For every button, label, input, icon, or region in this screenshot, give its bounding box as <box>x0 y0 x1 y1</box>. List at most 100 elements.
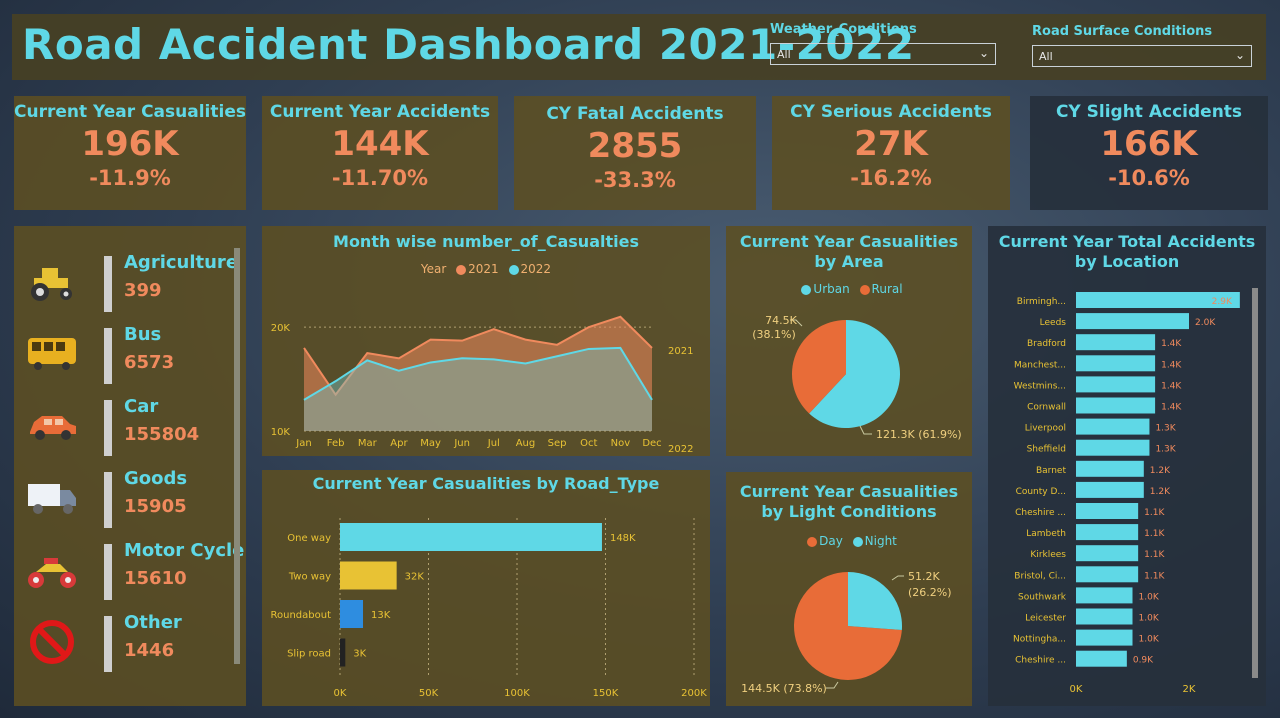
data-label: 1.1K <box>1144 529 1165 539</box>
data-label: 32K <box>405 572 425 583</box>
weather-slicer-label: Weather_Conditions <box>770 22 917 37</box>
bar-location <box>1076 566 1139 583</box>
bar-two-way <box>340 561 397 590</box>
location-bar-plot: 0K 2K Birmingh... 2.9K Leeds 2.0K Bradford 1.4K… <box>1013 292 1240 695</box>
weather-dropdown[interactable]: All ⌄ <box>770 43 996 65</box>
category-label: Two way <box>288 572 331 583</box>
pie-slice-day <box>794 572 902 680</box>
data-label: 148K <box>610 533 636 544</box>
vehicle-name: Other <box>124 612 182 633</box>
vehicle-type-panel: Agriculture 399 Bus 6573 Car 155804 Good… <box>14 226 246 706</box>
surface-dropdown-value: All <box>1039 50 1053 63</box>
bar-roundabout <box>340 600 364 628</box>
area-pie-chart: Current Year Casualities by Area Urban R… <box>726 226 972 456</box>
kpi-change: -11.9% <box>89 166 171 190</box>
legend-swatch <box>807 536 818 547</box>
vehicle-value: 155804 <box>124 424 200 445</box>
data-label: 3K <box>353 649 366 660</box>
data-label: 1.3K <box>1155 445 1176 455</box>
weather-dropdown-value: All <box>777 48 791 61</box>
category-label: Kirklees <box>1030 550 1066 560</box>
bar-location <box>1076 650 1127 667</box>
category-label: Southwark <box>1018 592 1067 602</box>
chart-title: Month wise number_of_Casualties <box>333 232 639 251</box>
header-bar: Road Accident Dashboard 2021-2022 Weathe… <box>12 14 1266 80</box>
data-label: 1.0K <box>1139 614 1160 624</box>
kpi-change: -10.6% <box>1108 166 1190 190</box>
vehicle-row-other: Other 1446 <box>14 608 246 678</box>
vehicle-row-bus: Bus 6573 <box>14 320 246 390</box>
road-type-chart: Current Year Casualities by Road_Type 0K… <box>262 470 710 706</box>
surface-slicer[interactable]: Road Surface Conditions All ⌄ <box>1032 24 1252 67</box>
vehicle-scrollbar[interactable] <box>234 248 240 664</box>
bar-location <box>1076 355 1156 372</box>
monthly-casualties-chart: Month wise number_of_Casualties Year 202… <box>262 226 710 456</box>
weather-slicer[interactable]: Weather_Conditions All ⌄ <box>770 22 996 65</box>
bar-location <box>1076 545 1139 562</box>
data-label: (26.2%) <box>908 586 952 599</box>
motorcycle-icon <box>28 558 76 588</box>
vehicle-name: Motor Cycle <box>124 540 245 561</box>
vehicle-divider <box>104 616 112 672</box>
x-tick-label: Feb <box>327 438 345 449</box>
bar-location <box>1076 629 1133 646</box>
surface-dropdown[interactable]: All ⌄ <box>1032 45 1252 67</box>
category-label: Leeds <box>1040 318 1067 328</box>
x-tick-label: 150K <box>593 688 619 699</box>
kpi-change: -33.3% <box>594 168 676 192</box>
vehicle-name: Bus <box>124 324 162 345</box>
tractor-icon <box>31 268 72 301</box>
category-label: Westmins... <box>1014 381 1066 391</box>
category-label: Cheshire ... <box>1015 656 1066 666</box>
category-label: Leicester <box>1025 614 1066 624</box>
vehicle-divider <box>104 472 112 528</box>
legend-item: 2021 <box>468 262 499 276</box>
bar-location <box>1076 503 1139 519</box>
area-2021 <box>304 316 652 431</box>
data-label: 0.9K <box>1133 656 1154 666</box>
data-label: 1.4K <box>1161 360 1182 370</box>
bar-one-way <box>340 523 602 551</box>
kpi-fatal: CY Fatal Accidents 2855 -33.3% <box>514 96 756 210</box>
kpi-slight: CY Slight Accidents 166K -10.6% <box>1030 96 1268 210</box>
vehicle-value: 15610 <box>124 568 187 589</box>
category-label: Bradford <box>1027 339 1066 349</box>
kpi-title: Current Year Casualities <box>14 102 246 122</box>
location-bar-chart: Current Year Total Accidents by Location… <box>988 226 1266 706</box>
legend-swatch <box>852 536 863 547</box>
series-end-label: 2021 <box>668 346 693 357</box>
y-tick-label: 10K <box>271 427 291 438</box>
dashboard-title: Road Accident Dashboard 2021-2022 <box>22 20 915 69</box>
vehicle-divider <box>104 400 112 456</box>
kpi-value: 166K <box>1100 124 1198 164</box>
data-label: 1.1K <box>1144 550 1165 560</box>
bar-location <box>1076 376 1156 393</box>
leader-line <box>891 575 904 581</box>
category-label: One way <box>287 533 331 544</box>
monthly-area-plot: 10K 20K 2021 2022 Jan Feb Mar Apr May Jun Jul Aug Se… <box>271 315 693 455</box>
x-tick-label: 200K <box>681 688 707 699</box>
vehicle-value: 15905 <box>124 496 187 517</box>
data-label: 51.2K <box>908 570 940 583</box>
category-label: Lambeth <box>1026 529 1066 539</box>
chart-title: Current Year Casualities by Light Condit… <box>739 482 959 521</box>
vehicle-row-car: Car 155804 <box>14 392 246 462</box>
vehicle-name: Agriculture <box>124 252 239 273</box>
category-label: Barnet <box>1036 466 1066 476</box>
x-tick-label: Jun <box>453 438 470 449</box>
location-scrollbar[interactable] <box>1252 288 1258 678</box>
data-label: 1.1K <box>1144 571 1165 581</box>
chart-title: Current Year Total Accidents by Location <box>998 232 1256 271</box>
vehicle-divider <box>104 544 112 600</box>
data-label: 74.5K <box>765 314 797 327</box>
chevron-down-icon: ⌄ <box>1234 48 1245 62</box>
chart-title: Current Year Casualities by Area <box>739 232 959 271</box>
x-tick-label: Aug <box>516 438 536 449</box>
data-label: (38.1%) <box>752 328 796 341</box>
kpi-title: CY Fatal Accidents <box>546 104 724 124</box>
leader-line <box>790 319 803 327</box>
bar-location <box>1076 439 1150 456</box>
x-tick-label: Mar <box>358 438 378 449</box>
x-tick-label: 0K <box>1070 684 1083 695</box>
category-label: Roundabout <box>271 610 332 621</box>
